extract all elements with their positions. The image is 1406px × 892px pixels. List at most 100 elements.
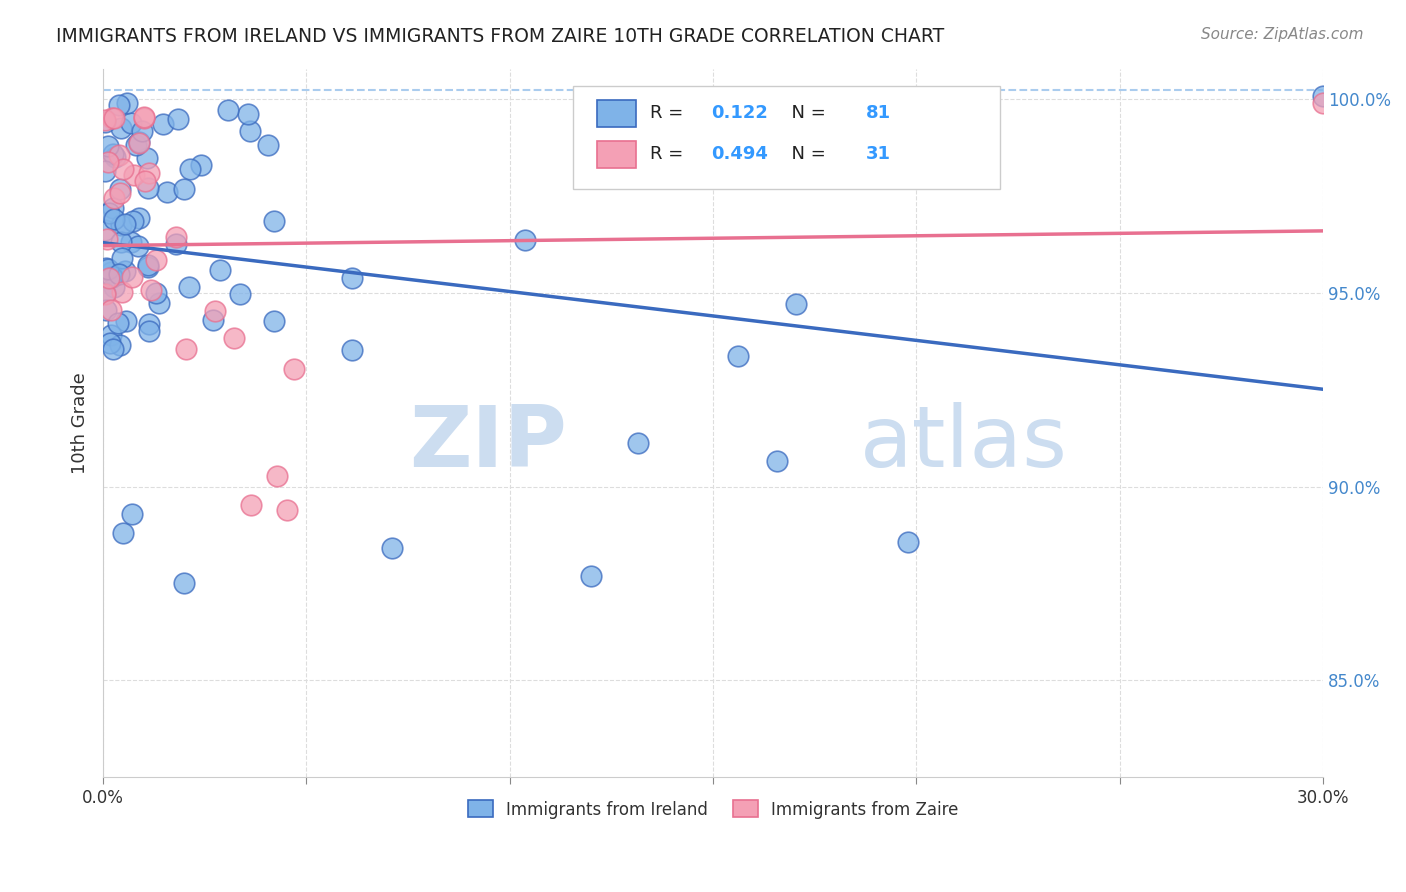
Point — [128, 135, 150, 149]
Point — [98, 270, 121, 285]
Point — [114, 264, 136, 278]
Point — [1312, 88, 1334, 103]
Point — [108, 267, 131, 281]
Text: N =: N = — [780, 104, 832, 122]
Point — [897, 535, 920, 549]
Point — [202, 313, 225, 327]
Point — [340, 343, 363, 357]
Text: 0.122: 0.122 — [710, 104, 768, 122]
Text: 0.494: 0.494 — [710, 145, 768, 162]
Point — [108, 337, 131, 351]
Point — [174, 342, 197, 356]
Text: N =: N = — [780, 145, 832, 162]
Point — [111, 251, 134, 265]
Point — [121, 507, 143, 521]
Point — [121, 270, 143, 285]
Point — [156, 185, 179, 199]
Point — [513, 233, 536, 247]
Point — [132, 110, 155, 124]
Point — [125, 137, 148, 152]
Point — [111, 161, 134, 176]
Point — [103, 211, 125, 226]
Point — [94, 113, 117, 128]
Text: 81: 81 — [866, 104, 891, 122]
Point — [110, 235, 132, 249]
Point — [148, 296, 170, 310]
Point — [94, 223, 117, 237]
Point — [120, 235, 142, 249]
Point — [96, 302, 118, 317]
Point — [134, 174, 156, 188]
Point — [263, 213, 285, 227]
Text: R =: R = — [650, 104, 689, 122]
Point — [121, 214, 143, 228]
Point — [626, 435, 648, 450]
Point — [209, 263, 232, 277]
Point — [100, 111, 122, 125]
Point — [94, 287, 117, 301]
Point — [136, 151, 159, 165]
Y-axis label: 10th Grade: 10th Grade — [72, 372, 89, 474]
Point — [96, 232, 118, 246]
Point — [145, 252, 167, 267]
Point — [283, 361, 305, 376]
Point — [107, 316, 129, 330]
Point — [101, 270, 124, 285]
Point — [97, 261, 120, 276]
Text: atlas: atlas — [859, 402, 1067, 485]
Point — [173, 182, 195, 196]
Point — [136, 260, 159, 274]
Point — [108, 186, 131, 201]
Point — [115, 95, 138, 110]
Point — [131, 124, 153, 138]
Point — [165, 237, 187, 252]
Point — [101, 201, 124, 215]
FancyBboxPatch shape — [598, 141, 637, 168]
Point — [107, 98, 129, 112]
Point — [100, 303, 122, 318]
Text: ZIP: ZIP — [409, 402, 567, 485]
Point — [124, 168, 146, 182]
Text: 31: 31 — [866, 145, 890, 162]
Point — [179, 279, 201, 293]
Point — [239, 123, 262, 137]
Legend: Immigrants from Ireland, Immigrants from Zaire: Immigrants from Ireland, Immigrants from… — [461, 794, 966, 825]
Point — [103, 111, 125, 125]
Point — [108, 181, 131, 195]
Point — [152, 117, 174, 131]
Point — [173, 576, 195, 591]
Point — [138, 325, 160, 339]
Point — [103, 190, 125, 204]
Point — [94, 164, 117, 178]
Point — [103, 280, 125, 294]
Point — [740, 137, 762, 152]
Text: IMMIGRANTS FROM IRELAND VS IMMIGRANTS FROM ZAIRE 10TH GRADE CORRELATION CHART: IMMIGRANTS FROM IRELAND VS IMMIGRANTS FR… — [56, 27, 945, 45]
Text: R =: R = — [650, 145, 689, 162]
Point — [240, 498, 263, 512]
Point — [110, 121, 132, 136]
Point — [224, 331, 246, 345]
FancyBboxPatch shape — [572, 87, 1000, 189]
Point — [276, 502, 298, 516]
Point — [139, 284, 162, 298]
Point — [100, 327, 122, 342]
Point — [104, 150, 127, 164]
Point — [266, 469, 288, 483]
Point — [727, 349, 749, 363]
Point — [115, 314, 138, 328]
Point — [108, 148, 131, 162]
Point — [100, 265, 122, 279]
FancyBboxPatch shape — [598, 101, 637, 128]
Point — [97, 138, 120, 153]
Point — [94, 260, 117, 275]
Point — [136, 181, 159, 195]
Point — [167, 112, 190, 127]
Point — [166, 229, 188, 244]
Point — [120, 116, 142, 130]
Point — [340, 270, 363, 285]
Point — [145, 285, 167, 300]
Point — [217, 103, 239, 118]
Point — [101, 147, 124, 161]
Point — [127, 239, 149, 253]
Point — [263, 313, 285, 327]
